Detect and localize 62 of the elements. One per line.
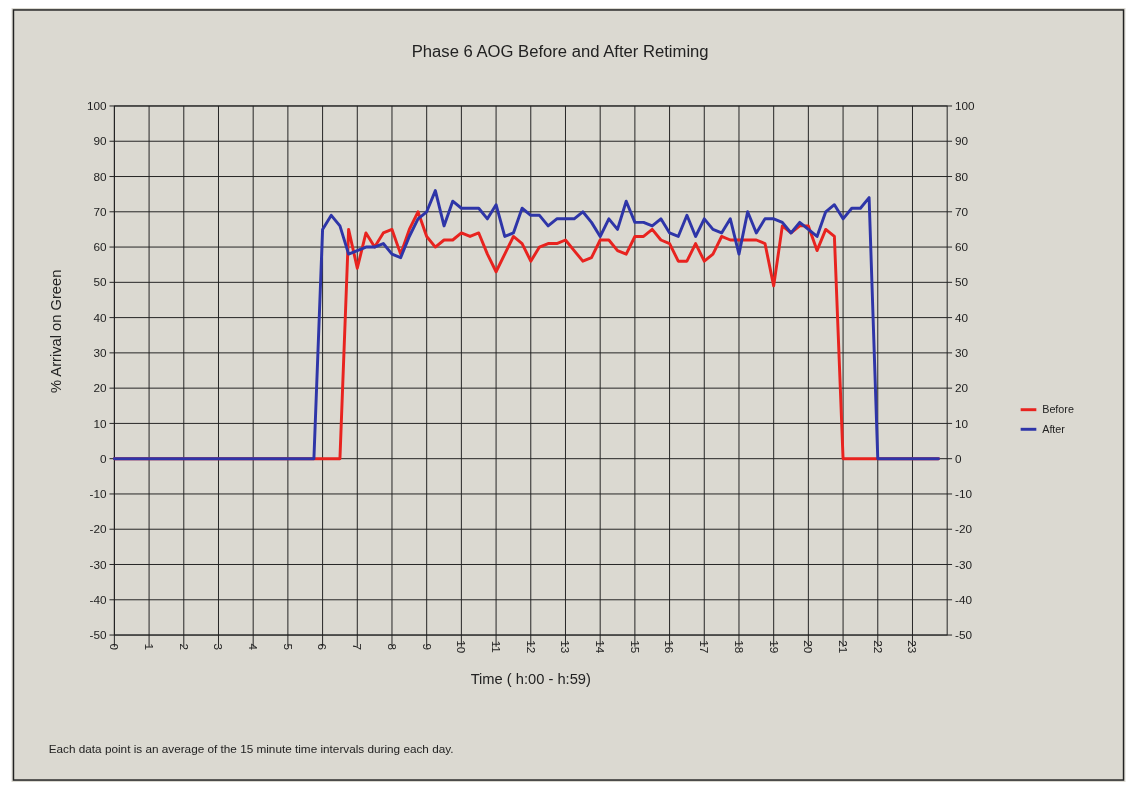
y2-tick-label: 90 — [955, 134, 969, 148]
y-tick-label: 60 — [93, 240, 108, 254]
x-tick-label: 23 — [906, 640, 920, 654]
x-tick-label: 20 — [802, 640, 816, 654]
x-tick-label: 2 — [177, 643, 191, 651]
y-axis-title: % Arrival on Green — [47, 269, 64, 393]
y-tick-label: 0 — [100, 451, 107, 465]
y-tick-label: 10 — [93, 416, 108, 430]
y2-tick-label: 70 — [955, 204, 969, 218]
x-tick-label: 6 — [316, 643, 330, 651]
y2-tick-label: -20 — [955, 522, 973, 536]
y-tick-label: 90 — [93, 134, 108, 148]
y-tick-label: -50 — [89, 628, 108, 642]
y2-tick-label: -30 — [955, 557, 973, 571]
x-tick-label: 21 — [836, 640, 850, 654]
y-tick-label: -10 — [89, 487, 108, 501]
legend-label: After — [1042, 423, 1066, 436]
x-tick-label: 9 — [420, 643, 434, 651]
x-tick-label: 22 — [871, 640, 885, 654]
y-tick-label: 100 — [86, 99, 108, 113]
y-tick-label: 30 — [93, 345, 108, 359]
y-tick-label: 80 — [93, 169, 108, 183]
x-tick-label: 16 — [663, 640, 677, 654]
x-tick-label: 0 — [108, 643, 122, 651]
y2-tick-label: 60 — [955, 240, 969, 254]
y2-tick-label: -10 — [955, 487, 973, 501]
x-tick-label: 14 — [594, 640, 608, 654]
x-axis-title: Time ( h:00 - h:59) — [470, 671, 591, 688]
x-tick-label: 12 — [524, 640, 538, 654]
x-tick-label: 3 — [212, 643, 226, 651]
x-tick-label: 15 — [628, 640, 642, 654]
x-tick-label: 13 — [559, 640, 573, 654]
x-tick-label: 4 — [247, 643, 261, 651]
text: Each data point is an average of the 15 minute time intervals during each day. — [48, 741, 454, 755]
y2-tick-label: 20 — [955, 381, 969, 395]
y2-tick-label: 80 — [955, 169, 969, 183]
y-tick-label: 50 — [93, 275, 108, 289]
x-tick-label: 11 — [489, 640, 503, 653]
x-tick-label: 10 — [455, 640, 469, 654]
y2-tick-label: 0 — [955, 451, 963, 465]
y-tick-label: -40 — [89, 592, 108, 606]
chart-title: Phase 6 AOG Before and After Retiming — [411, 41, 709, 61]
y-tick-label: -30 — [89, 557, 108, 571]
y2-tick-label: 40 — [955, 310, 969, 324]
y2-tick-label: 50 — [955, 275, 969, 289]
y2-tick-label: 30 — [955, 345, 969, 359]
y2-tick-label: 10 — [955, 416, 969, 430]
x-tick-label: 17 — [698, 640, 712, 654]
x-tick-label: 19 — [767, 640, 781, 654]
y-tick-label: 40 — [93, 310, 108, 324]
y2-tick-label: -40 — [955, 592, 973, 606]
y-tick-label: 20 — [93, 381, 108, 395]
y2-tick-label: -50 — [955, 628, 973, 642]
legend-label: Before — [1042, 403, 1074, 416]
x-tick-label: 7 — [351, 643, 365, 651]
x-tick-label: 18 — [732, 640, 746, 654]
x-tick-label: 1 — [142, 643, 156, 651]
y-tick-label: -20 — [89, 522, 108, 536]
y-tick-label: 70 — [93, 204, 108, 218]
x-tick-label: 8 — [385, 643, 399, 651]
x-tick-label: 5 — [281, 643, 295, 651]
y2-tick-label: 100 — [955, 99, 976, 113]
